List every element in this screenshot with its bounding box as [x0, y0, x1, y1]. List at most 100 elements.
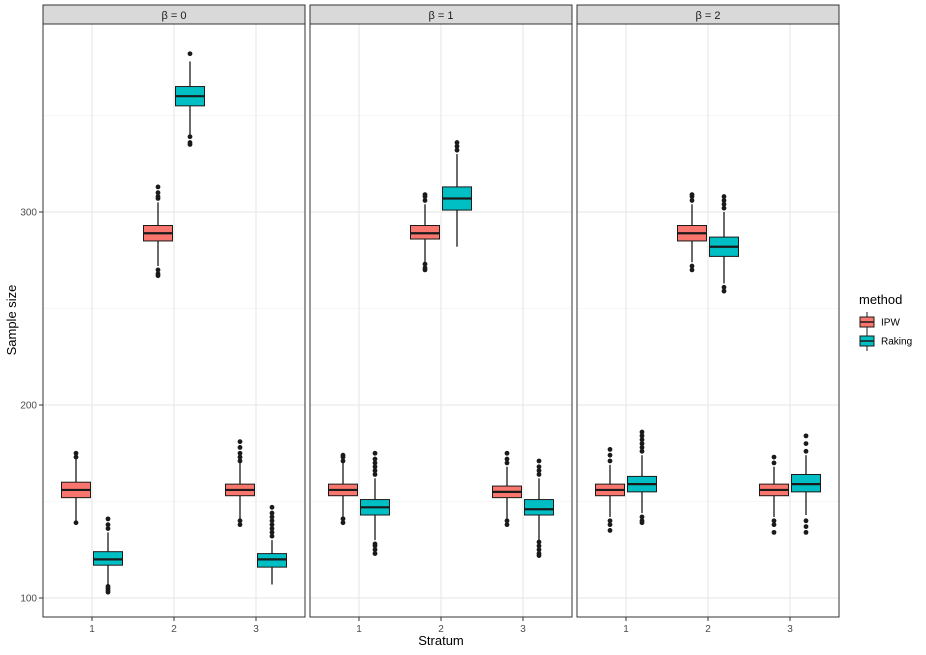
box-raking-stratum-1	[360, 450, 390, 557]
outlier-point	[803, 529, 809, 535]
facet-label: β = 0	[162, 10, 187, 22]
outlier-point	[771, 454, 777, 460]
outlier-point	[536, 551, 542, 557]
x-tick-label: 2	[171, 624, 177, 635]
facet-panel: β = 2 1 2 3	[576, 4, 840, 635]
x-tick-label: 1	[356, 624, 362, 635]
box-ipw-stratum-1	[61, 450, 91, 526]
outlier-point	[422, 198, 428, 203]
facet-label: β = 1	[429, 10, 454, 22]
outlier-point	[73, 520, 79, 526]
box-ipw-stratum-2	[677, 192, 707, 273]
outlier-point	[269, 526, 275, 531]
legend-title: method	[859, 292, 902, 307]
outlier-point	[771, 460, 777, 466]
outlier-point	[237, 450, 243, 456]
outlier-point	[372, 472, 378, 477]
box-raking-stratum-1	[93, 516, 123, 595]
box-ipw-stratum-2	[410, 192, 440, 273]
outlier-point	[105, 584, 111, 589]
outlier-point	[372, 551, 378, 557]
outlier-point	[269, 522, 275, 528]
outlier-point	[639, 437, 645, 443]
outlier-point	[607, 452, 613, 458]
outlier-point	[504, 460, 510, 466]
outlier-point	[237, 439, 243, 445]
y-tick-label: 200	[20, 401, 37, 412]
outlier-point	[454, 143, 460, 149]
x-tick-label: 3	[520, 624, 526, 635]
outlier-point	[536, 464, 542, 470]
outlier-point	[422, 261, 428, 267]
outlier-point	[73, 454, 79, 460]
box-body	[524, 499, 554, 516]
box-ipw-stratum-3	[492, 450, 522, 528]
outlier-point	[504, 456, 510, 462]
outlier-point	[187, 51, 193, 57]
outlier-point	[504, 522, 510, 528]
outlier-point	[237, 445, 243, 450]
outlier-point	[721, 194, 727, 199]
outlier-point	[372, 468, 378, 474]
outlier-point	[504, 450, 510, 456]
outlier-point	[536, 472, 542, 477]
facet-panels: β = 0 1 2 3 β = 1 1 2 3 β = 2 1 2 3 100 200 300	[20, 4, 840, 635]
outlier-point	[422, 192, 428, 198]
outlier-point	[721, 284, 727, 290]
outlier-point	[269, 518, 275, 524]
outlier-point	[771, 518, 777, 524]
outlier-point	[269, 533, 275, 539]
box-raking-stratum-3	[524, 458, 554, 558]
outlier-point	[105, 516, 111, 522]
outlier-point	[639, 518, 645, 524]
box-raking-stratum-3	[257, 504, 287, 585]
y-tick-label: 100	[20, 594, 37, 605]
x-tick-label: 3	[253, 624, 259, 635]
outlier-point	[607, 446, 613, 452]
outlier-point	[803, 448, 809, 454]
box-raking-stratum-2	[175, 51, 205, 147]
outlier-point	[155, 194, 161, 199]
outlier-point	[155, 184, 161, 190]
outlier-point	[269, 510, 275, 516]
outlier-point	[607, 528, 613, 533]
outlier-point	[721, 288, 727, 294]
outlier-point	[536, 468, 542, 474]
facet-panel: β = 0 1 2 3	[42, 4, 306, 635]
outlier-point	[607, 518, 613, 524]
outlier-point	[803, 441, 809, 446]
x-tick-label: 2	[438, 624, 444, 635]
box-ipw-stratum-1	[328, 452, 358, 526]
x-axis-title: Stratum	[418, 633, 464, 648]
legend-item-ipw: IPW	[859, 312, 900, 332]
outlier-point	[105, 522, 111, 528]
x-tick-label: 3	[787, 624, 793, 635]
outlier-point	[721, 205, 727, 211]
outlier-point	[237, 522, 243, 528]
outlier-point	[269, 514, 275, 520]
outlier-point	[422, 265, 428, 271]
outlier-point	[639, 429, 645, 435]
outlier-point	[771, 522, 777, 528]
outlier-point	[689, 192, 695, 198]
x-tick-label: 1	[89, 624, 95, 635]
outlier-point	[639, 514, 645, 520]
outlier-point	[187, 140, 193, 145]
outlier-point	[372, 464, 378, 470]
y-tick-label: 300	[20, 208, 37, 219]
outlier-point	[73, 450, 79, 456]
outlier-point	[340, 520, 346, 526]
outlier-point	[372, 456, 378, 462]
outlier-point	[340, 516, 346, 522]
outlier-point	[155, 267, 161, 273]
outlier-point	[372, 450, 378, 456]
facet-label: β = 2	[696, 10, 721, 22]
outlier-point	[536, 547, 542, 553]
outlier-point	[454, 147, 460, 153]
outlier-point	[340, 452, 346, 458]
box-raking-stratum-2	[442, 140, 472, 247]
outlier-point	[536, 458, 542, 464]
outlier-point	[237, 518, 243, 524]
outlier-point	[536, 543, 542, 549]
outlier-point	[187, 134, 193, 140]
